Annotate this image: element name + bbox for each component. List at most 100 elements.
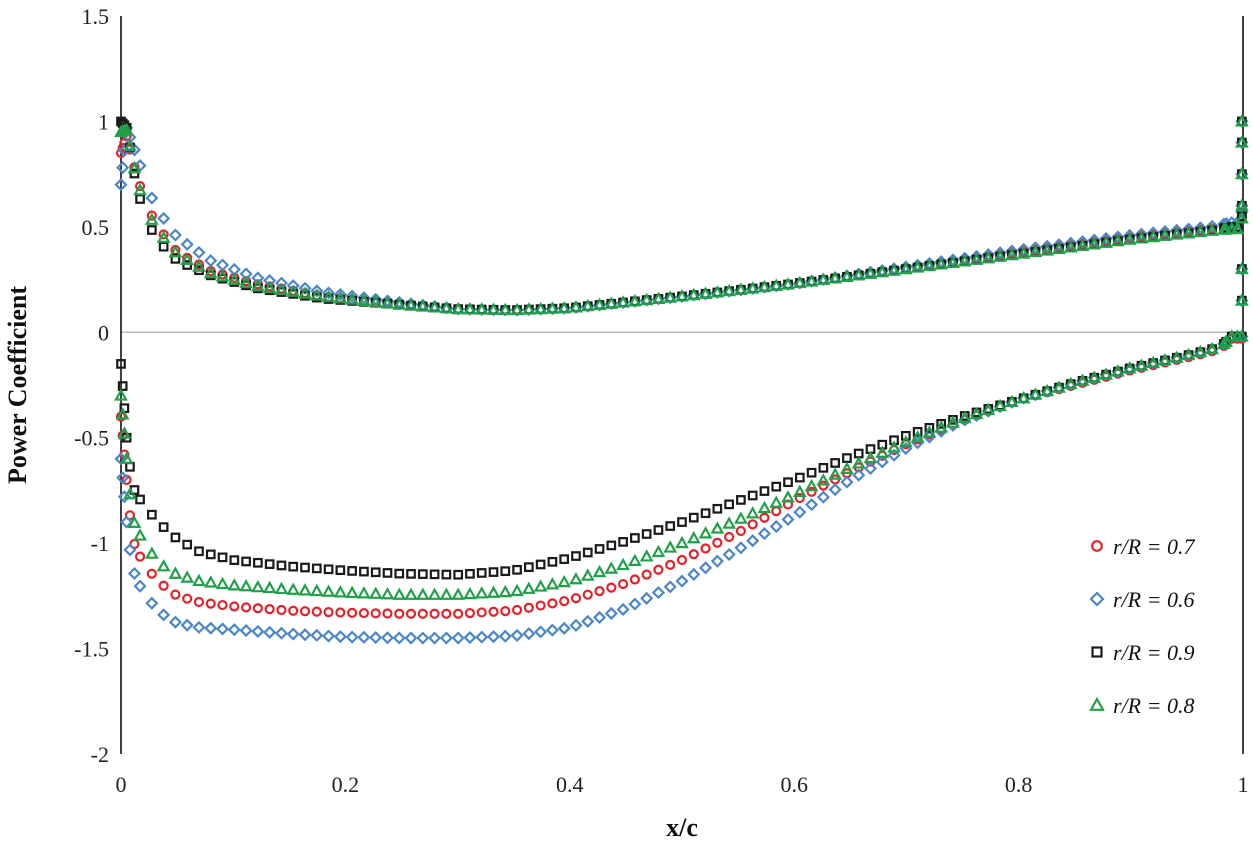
data-point-lower	[922, 425, 937, 438]
data-point-lower	[404, 587, 418, 600]
data-point-lower	[451, 631, 465, 645]
data-point-upper	[1193, 221, 1207, 235]
data-point-lower	[900, 430, 911, 441]
data-point-lower	[263, 625, 277, 639]
x-tick-label: 0.8	[1005, 772, 1033, 797]
data-point-lower	[300, 562, 310, 573]
data-point-lower	[145, 596, 159, 610]
data-point-lower	[417, 608, 428, 619]
data-point-trailing-edge	[1235, 329, 1249, 342]
data-point-lower	[429, 608, 440, 619]
data-point-lower	[898, 434, 913, 448]
data-point-lower	[675, 574, 689, 588]
x-tick-label: 0.2	[332, 772, 360, 797]
data-point-lower	[117, 381, 128, 391]
data-point-lower	[286, 582, 301, 595]
data-point-lower	[559, 596, 570, 607]
data-point-lower	[771, 505, 782, 517]
data-point-lower	[205, 598, 216, 609]
data-point-lower	[957, 410, 972, 424]
data-point-lower	[677, 517, 687, 527]
y-tick-label: -0.5	[74, 426, 109, 451]
legend-marker	[1089, 696, 1105, 711]
data-point-lower	[500, 605, 511, 617]
data-point-lower	[830, 458, 841, 468]
data-point-lower	[147, 509, 157, 520]
data-point-upper	[451, 301, 466, 315]
data-point-lower	[253, 557, 263, 568]
data-point-upper	[114, 178, 128, 192]
data-point-lower	[663, 540, 678, 553]
data-point-lower	[120, 515, 134, 529]
data-point-lower	[488, 567, 499, 577]
data-point-upper	[203, 265, 218, 279]
legend-label: r/R = 0.7	[1113, 534, 1195, 559]
data-point-upper	[129, 168, 140, 179]
data-point-lower	[192, 573, 206, 587]
data-point-upper	[1028, 244, 1043, 258]
data-point-lower	[286, 627, 300, 641]
data-point-lower	[115, 407, 130, 420]
data-point-lower	[321, 584, 336, 597]
data-point-upper	[147, 225, 157, 235]
data-point-lower	[369, 630, 383, 645]
data-point-lower	[582, 547, 593, 558]
data-point-upper	[1146, 226, 1160, 240]
data-point-lower	[170, 589, 181, 600]
data-point-lower	[394, 568, 405, 579]
data-point-lower	[158, 580, 169, 591]
data-point-lower	[688, 549, 699, 560]
data-point-upper	[557, 300, 572, 314]
data-point-lower	[534, 625, 548, 639]
data-point-upper	[792, 275, 807, 289]
data-point-upper	[158, 229, 169, 240]
data-point-lower	[1004, 394, 1019, 408]
data-point-upper	[117, 143, 131, 158]
data-point-lower	[828, 467, 843, 480]
data-point-lower	[310, 628, 324, 642]
data-point-lower	[521, 581, 536, 594]
data-point-lower	[417, 569, 428, 579]
data-point-lower	[428, 631, 442, 645]
legend-marker	[1091, 540, 1103, 552]
data-point-upper	[192, 259, 206, 272]
data-point-trailing-edge	[1235, 261, 1249, 275]
y-tick-label: 1.5	[82, 4, 110, 29]
data-point-upper	[863, 266, 878, 279]
data-point-lower	[335, 565, 346, 576]
data-point-lower	[262, 580, 277, 594]
data-point-trailing-edge	[1235, 293, 1249, 306]
data-point-upper	[698, 286, 713, 299]
data-point-lower	[533, 579, 548, 592]
data-point-lower	[570, 593, 582, 604]
data-point-lower	[323, 564, 334, 575]
data-point-upper	[969, 252, 984, 265]
data-point-upper	[145, 191, 159, 205]
data-point-upper	[298, 286, 312, 299]
data-point-upper	[415, 299, 430, 312]
data-point-lower	[476, 607, 487, 618]
data-point-upper	[1005, 244, 1019, 258]
data-point-lower	[194, 546, 204, 557]
data-point-lower	[722, 516, 736, 529]
data-point-upper	[1099, 235, 1113, 248]
data-point-lower	[370, 608, 381, 619]
data-point-lower	[170, 532, 181, 543]
data-point-upper	[1181, 226, 1196, 239]
data-point-upper	[1040, 239, 1054, 253]
data-point-lower	[251, 579, 265, 593]
data-point-lower	[745, 506, 760, 519]
data-point-lower	[323, 606, 334, 618]
data-point-lower	[665, 521, 676, 531]
data-point-lower	[618, 537, 628, 547]
data-point-lower	[804, 478, 819, 492]
data-point-lower	[117, 426, 132, 439]
data-point-lower	[606, 582, 617, 593]
data-point-upper	[616, 295, 630, 308]
data-point-upper	[1064, 236, 1078, 250]
data-point-lower	[1016, 390, 1031, 404]
data-point-lower	[309, 583, 324, 597]
data-point-upper	[215, 269, 230, 282]
data-point-lower	[368, 586, 383, 599]
data-point-upper	[204, 254, 218, 268]
